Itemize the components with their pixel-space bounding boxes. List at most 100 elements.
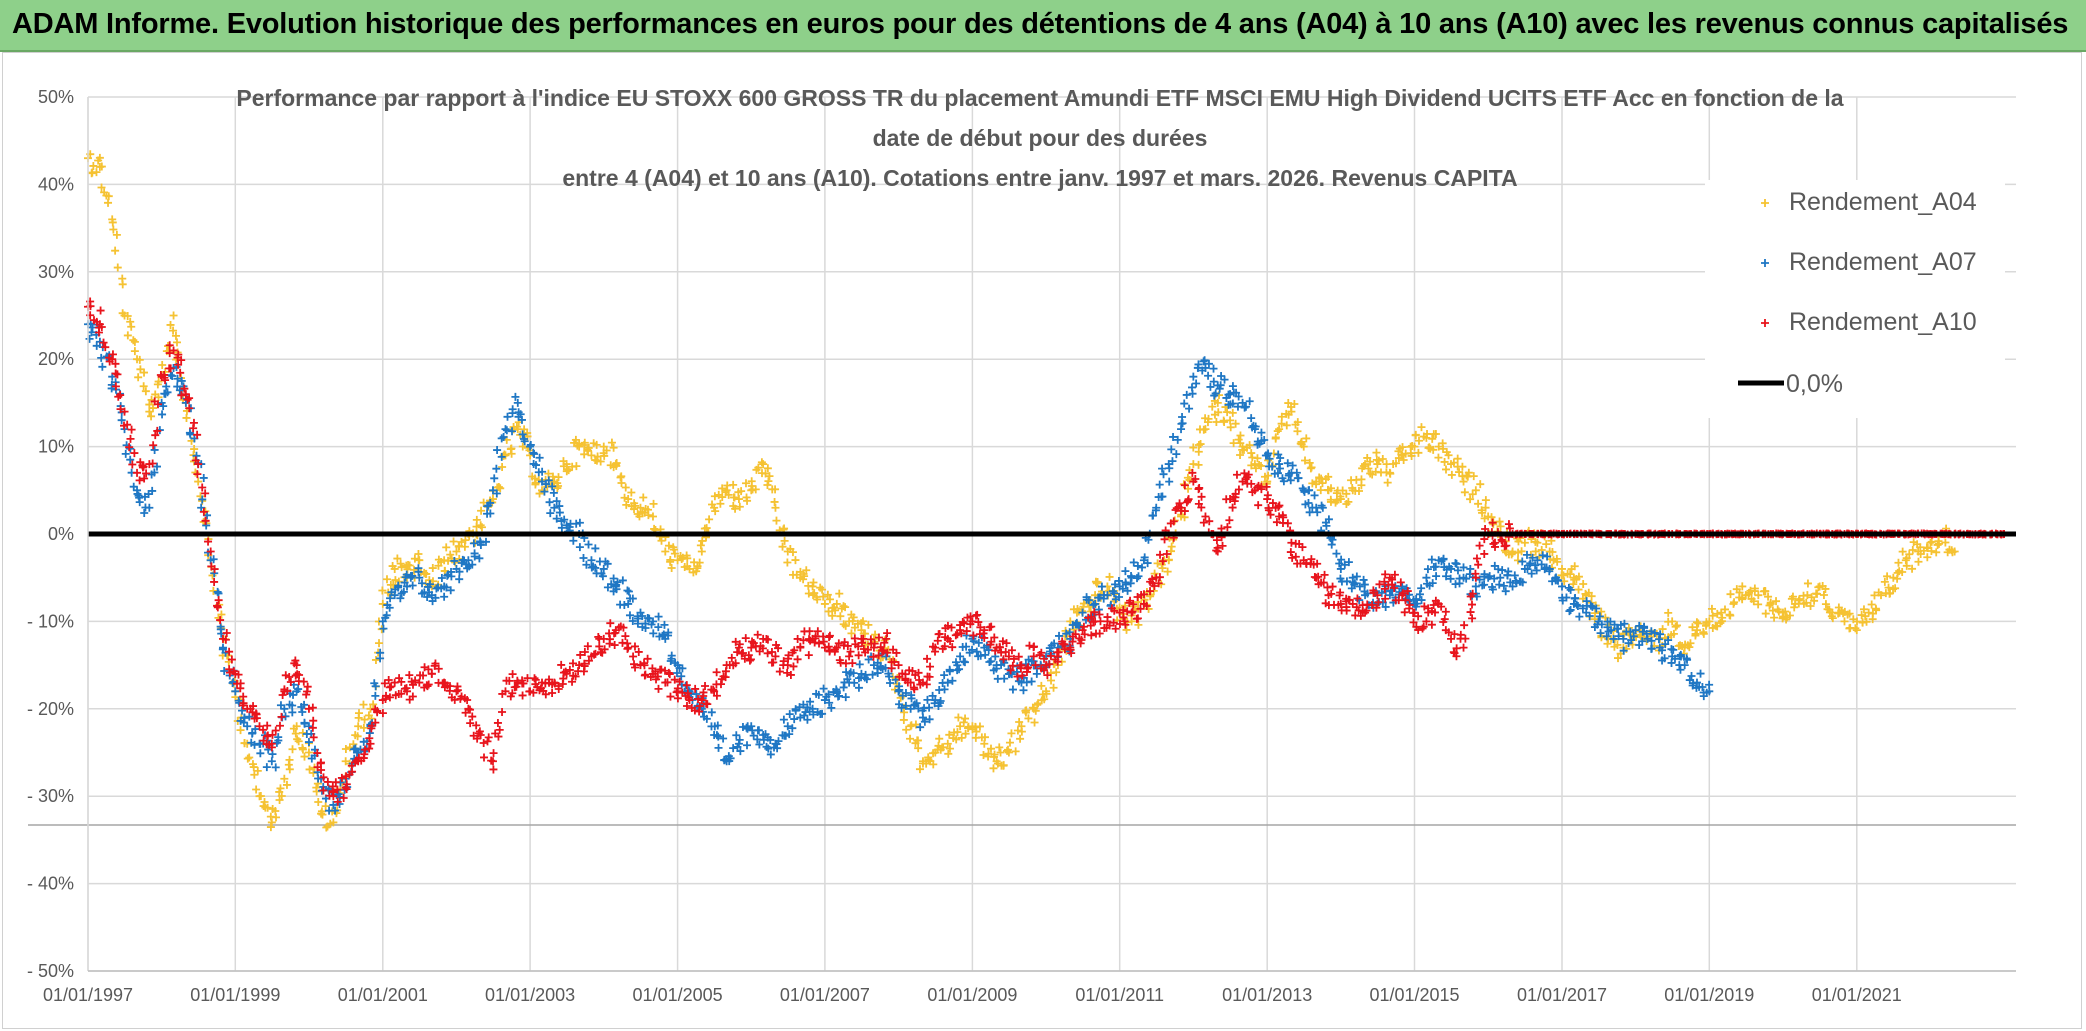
data-point bbox=[1316, 486, 1325, 495]
data-point bbox=[171, 331, 180, 340]
data-point bbox=[1197, 503, 1206, 512]
data-point bbox=[262, 763, 271, 772]
data-point bbox=[1417, 423, 1426, 432]
data-point bbox=[1597, 607, 1606, 616]
data-point bbox=[906, 722, 915, 731]
data-point bbox=[193, 470, 202, 479]
data-point bbox=[1614, 632, 1623, 641]
data-point bbox=[552, 497, 561, 506]
data-point bbox=[452, 687, 461, 696]
data-point bbox=[1619, 646, 1628, 655]
data-point bbox=[1505, 524, 1514, 533]
data-point bbox=[1105, 572, 1114, 581]
data-point bbox=[405, 671, 414, 680]
data-point bbox=[1474, 560, 1483, 569]
data-point bbox=[545, 675, 554, 684]
data-point bbox=[1247, 414, 1256, 423]
data-point bbox=[125, 443, 134, 452]
data-point bbox=[329, 800, 338, 809]
data-point bbox=[1369, 586, 1378, 595]
data-point bbox=[1079, 622, 1088, 631]
data-point bbox=[1264, 449, 1273, 458]
data-point bbox=[546, 509, 555, 518]
data-point bbox=[959, 718, 968, 727]
data-point bbox=[193, 430, 202, 439]
data-point bbox=[378, 586, 387, 595]
data-point bbox=[1042, 689, 1051, 698]
data-point bbox=[1318, 479, 1327, 488]
data-point bbox=[644, 511, 653, 520]
data-point bbox=[135, 355, 144, 364]
data-point bbox=[494, 482, 503, 491]
data-point bbox=[832, 687, 841, 696]
data-point bbox=[774, 737, 783, 746]
data-point bbox=[799, 636, 808, 645]
data-point bbox=[1661, 640, 1670, 649]
data-point bbox=[272, 813, 281, 822]
data-point bbox=[494, 732, 503, 741]
data-point bbox=[1886, 589, 1895, 598]
data-point bbox=[1468, 589, 1477, 598]
data-point bbox=[661, 547, 670, 556]
data-point bbox=[1194, 460, 1203, 469]
data-point bbox=[259, 802, 268, 811]
data-point bbox=[411, 676, 420, 685]
data-point bbox=[1194, 447, 1203, 456]
data-point bbox=[803, 703, 812, 712]
data-point bbox=[1299, 442, 1308, 451]
data-point bbox=[820, 599, 829, 608]
data-point bbox=[1579, 579, 1588, 588]
data-point bbox=[1212, 536, 1221, 545]
data-point bbox=[329, 818, 338, 827]
data-point bbox=[220, 666, 229, 675]
data-point bbox=[126, 455, 135, 464]
data-point bbox=[1209, 364, 1218, 373]
data-point bbox=[618, 576, 627, 585]
data-point bbox=[1545, 567, 1554, 576]
data-point bbox=[648, 512, 657, 521]
data-point bbox=[1642, 629, 1651, 638]
data-point bbox=[916, 723, 925, 732]
data-point bbox=[1481, 503, 1490, 512]
data-point bbox=[250, 740, 259, 749]
data-point bbox=[622, 500, 631, 509]
data-point bbox=[596, 457, 605, 466]
data-point bbox=[862, 675, 871, 684]
data-point bbox=[1304, 499, 1313, 508]
data-point bbox=[1318, 503, 1327, 512]
data-point bbox=[863, 645, 872, 654]
data-point bbox=[999, 655, 1008, 664]
data-point bbox=[609, 574, 618, 583]
data-point bbox=[109, 225, 118, 234]
data-point bbox=[1533, 556, 1542, 565]
data-point bbox=[735, 640, 744, 649]
data-point bbox=[206, 547, 215, 556]
data-point bbox=[1214, 408, 1223, 417]
data-point bbox=[933, 636, 942, 645]
data-point bbox=[1441, 607, 1450, 616]
data-point bbox=[1332, 549, 1341, 558]
data-point bbox=[113, 263, 122, 272]
data-point bbox=[1570, 562, 1579, 571]
data-point bbox=[1374, 456, 1383, 465]
data-point bbox=[512, 682, 521, 691]
data-point bbox=[973, 610, 982, 619]
data-point bbox=[1288, 553, 1297, 562]
data-point bbox=[1405, 604, 1414, 613]
data-point bbox=[243, 754, 252, 763]
data-point bbox=[682, 681, 691, 690]
data-point bbox=[1230, 497, 1239, 506]
data-point bbox=[1223, 523, 1232, 532]
data-point bbox=[1398, 589, 1407, 598]
data-point bbox=[1380, 584, 1389, 593]
data-point bbox=[518, 430, 527, 439]
x-tick-label: 01/01/2001 bbox=[338, 985, 428, 1005]
data-point bbox=[1696, 669, 1705, 678]
data-point bbox=[1302, 559, 1311, 567]
data-point bbox=[855, 660, 864, 669]
data-point bbox=[1089, 600, 1098, 609]
data-point bbox=[285, 765, 294, 774]
data-point bbox=[312, 783, 321, 792]
data-point bbox=[729, 480, 738, 489]
